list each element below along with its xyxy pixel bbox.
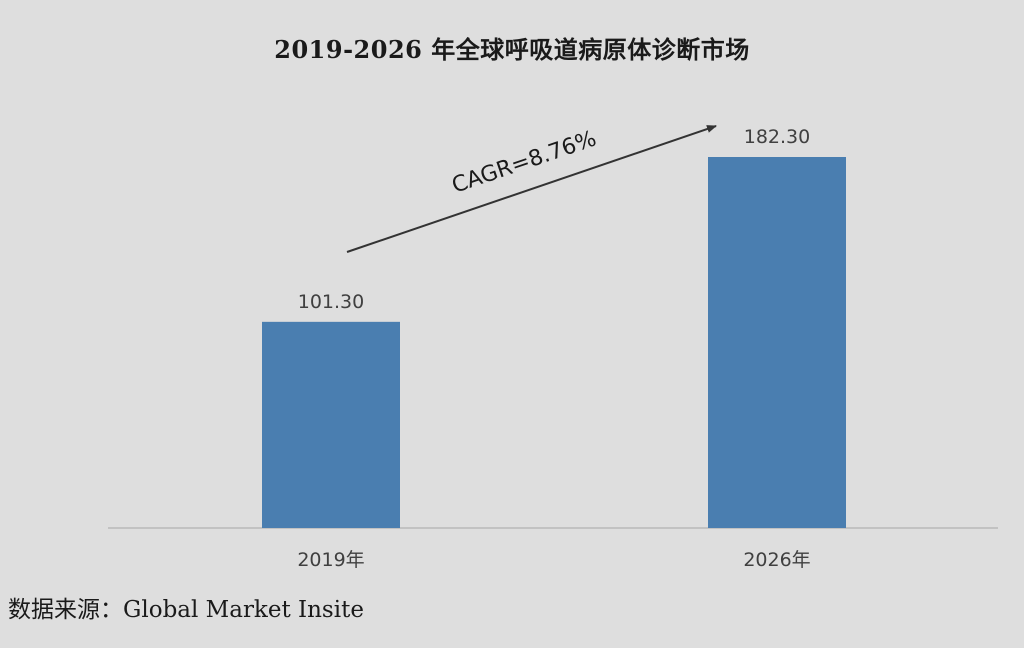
source-note: 数据来源：Global Market Insite — [8, 597, 364, 623]
chart-title: 2019-2026 年全球呼吸道病原体诊断市场 — [274, 35, 750, 64]
bar-value-label-2: 182.30 — [744, 126, 810, 148]
x-tick-label-2: 2026年 — [743, 549, 810, 571]
cagr-annotation: CAGR=8.76% — [346, 125, 717, 253]
bar-1 — [262, 321, 400, 528]
bars-layer: 101.30 2019年 182.30 2026年 — [262, 126, 846, 571]
x-tick-label-1: 2019年 — [297, 549, 364, 571]
cagr-arrow — [346, 125, 717, 253]
bar-value-label-1: 101.30 — [298, 291, 364, 313]
cagr-label: CAGR=8.76% — [449, 126, 600, 198]
bar-2 — [708, 157, 846, 528]
